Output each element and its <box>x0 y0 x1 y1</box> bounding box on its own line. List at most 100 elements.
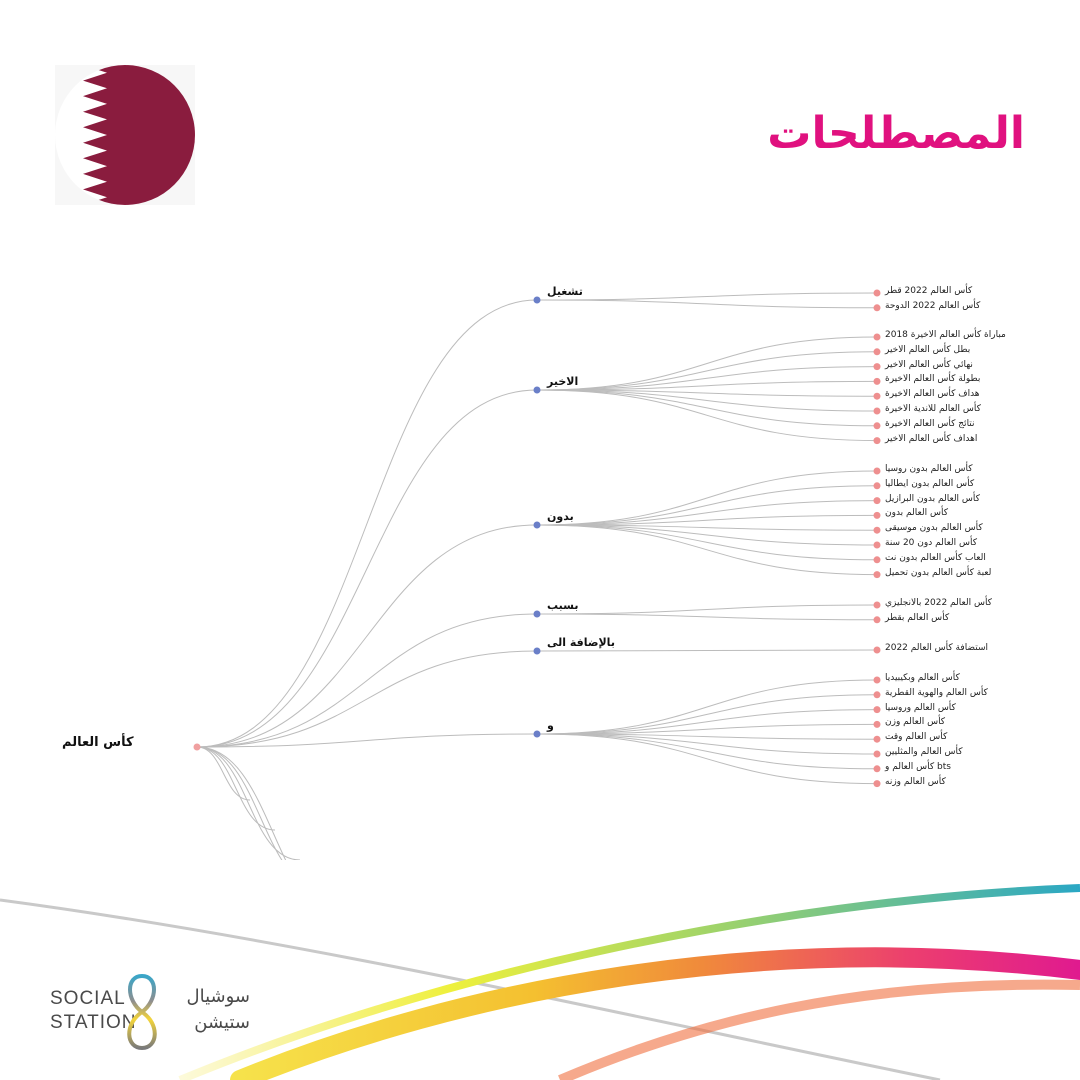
leaf-label: اهداف كأس العالم الاخير <box>885 433 978 444</box>
tree-link <box>536 733 878 770</box>
tree-link <box>536 389 878 427</box>
leaf-label: بطولة كأس العالم الاخيرة <box>885 374 981 385</box>
term-tree <box>193 289 881 860</box>
leaf-label: مباراة كأس العالم الاخيرة 2018 <box>885 330 1006 340</box>
leaf-label: كأس العالم بدون البرازيل <box>885 493 980 504</box>
page-title: المصطلحات <box>767 108 1025 159</box>
tree-link <box>196 524 538 748</box>
tree-link <box>536 485 878 526</box>
tree-link <box>196 650 538 748</box>
leaf-node <box>873 706 881 714</box>
leaf-label: كأس العالم بدون ايطاليا <box>885 478 975 489</box>
leaf-label: كأس العالم وزنه <box>885 776 946 787</box>
branch-label: بالإضافة الى <box>547 636 615 649</box>
leaf-node <box>873 437 881 445</box>
tree-link <box>536 389 878 412</box>
leaf-label: كأس العالم دون 20 سنة <box>885 538 978 548</box>
leaf-node <box>873 616 881 624</box>
leaf-node <box>873 363 881 371</box>
decorative-waves <box>0 884 1080 1080</box>
brand-name-en-line2: STATION <box>50 1012 137 1033</box>
leaf-node <box>873 526 881 534</box>
tree-link <box>536 649 878 652</box>
leaf-node <box>873 750 881 758</box>
tree-link <box>536 524 878 531</box>
branch-label: بدون <box>547 510 574 523</box>
tree-link <box>536 351 878 391</box>
leaf-label: كأس العالم 2022 قطر <box>885 286 973 296</box>
leaf-label: كأس العالم 2022 بالانجليزي <box>885 598 992 608</box>
tree-link <box>196 746 283 860</box>
tree-link <box>536 723 878 735</box>
leaf-node <box>873 289 881 297</box>
leaf-node <box>873 601 881 609</box>
tree-link <box>536 524 878 561</box>
leaf-node <box>873 646 881 654</box>
leaf-node <box>873 556 881 564</box>
leaf-node <box>873 467 881 475</box>
branch-node <box>533 647 541 655</box>
tree-link <box>536 470 878 526</box>
tree-link <box>536 292 878 301</box>
leaf-label: كأس العالم بقطر <box>885 612 950 623</box>
brand-name-en-line1: SOCIAL <box>50 988 126 1009</box>
tree-link <box>536 389 878 397</box>
tree-link <box>536 380 878 391</box>
leaf-node <box>873 541 881 549</box>
tree-link <box>536 679 878 735</box>
branch-node <box>533 730 541 738</box>
branch-label: الاخير <box>547 375 579 388</box>
leaf-node <box>873 735 881 743</box>
leaf-label: هداف كأس العالم الاخيرة <box>885 389 980 400</box>
leaf-node <box>873 676 881 684</box>
leaf-label: كأس العالم بدون موسيقى <box>885 523 983 534</box>
leaf-label: كأس العالم وزن <box>885 717 946 728</box>
branch-node <box>533 610 541 618</box>
leaf-label: كأس العالم والهوية القطرية <box>885 687 988 698</box>
tree-link <box>536 733 878 755</box>
root-label: كأس العالم <box>62 735 134 750</box>
tree-link <box>536 524 878 576</box>
tree-link <box>536 524 878 546</box>
leaf-node <box>873 304 881 312</box>
leaf-node <box>873 780 881 788</box>
tree-link <box>536 389 878 442</box>
tree-link <box>536 709 878 735</box>
leaf-label: نهائي كأس العالم الاخير <box>885 359 973 370</box>
leaf-node <box>873 720 881 728</box>
branch-label: بسبب <box>547 599 579 612</box>
leaf-label: العاب كأس العالم بدون نت <box>885 552 986 563</box>
tree-link <box>536 733 878 740</box>
leaf-label: استضافة كأس العالم 2022 <box>885 643 988 653</box>
tree-link <box>196 746 287 860</box>
tree-link <box>536 514 878 526</box>
leaf-label: لعبة كأس العالم بدون تحميل <box>885 567 992 578</box>
leaf-node <box>873 422 881 430</box>
leaf-node <box>873 348 881 356</box>
leaf-node <box>873 407 881 415</box>
tree-link <box>536 336 878 391</box>
branch-node <box>533 296 541 304</box>
leaf-node <box>873 571 881 579</box>
brand-infinity-icon <box>127 973 157 1051</box>
tree-link <box>196 746 301 860</box>
tree-link <box>536 500 878 526</box>
tree-link <box>196 746 276 831</box>
brand-name-ar-line2: ستيشن <box>194 1012 250 1033</box>
branch-node <box>533 386 541 394</box>
leaf-label: بطل كأس العالم الاخير <box>885 344 971 355</box>
leaf-label: نتائج كأس العالم الاخيرة <box>885 418 975 429</box>
tree-link <box>196 733 538 748</box>
root-node <box>193 743 201 751</box>
leaf-node <box>873 377 881 385</box>
brand-logo: SOCIAL STATION سوشيال ستيشن <box>50 972 250 1052</box>
tree-link <box>196 746 251 801</box>
tree-link <box>536 733 878 785</box>
leaf-label: كأس العالم والمثليين <box>885 747 963 757</box>
brand-name-ar-line1: سوشيال <box>186 986 250 1007</box>
leaf-label: كأس العالم بدون <box>885 508 948 519</box>
leaf-node <box>873 691 881 699</box>
leaf-label: كأس العالم وروسيا <box>885 702 956 713</box>
leaf-label: bts كأس العالم و <box>885 761 951 772</box>
tree-link <box>536 299 878 309</box>
